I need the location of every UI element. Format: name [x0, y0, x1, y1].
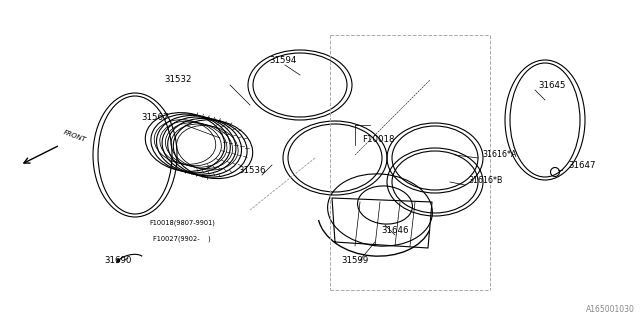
Text: 31599: 31599: [341, 256, 369, 265]
Text: FRONT: FRONT: [62, 129, 86, 143]
Text: 31646: 31646: [381, 226, 409, 235]
Text: F10027(9902-    ): F10027(9902- ): [153, 235, 211, 242]
Text: 31690: 31690: [104, 256, 132, 265]
Text: 31567: 31567: [141, 113, 169, 122]
Text: F10018(9807-9901): F10018(9807-9901): [149, 220, 215, 227]
Text: 31532: 31532: [164, 75, 192, 84]
Text: 31594: 31594: [269, 56, 297, 65]
Text: 31645: 31645: [538, 81, 566, 90]
Text: A165001030: A165001030: [586, 305, 635, 314]
Text: 31536: 31536: [238, 166, 266, 175]
Text: 31616*B: 31616*B: [468, 176, 502, 185]
Text: F10018: F10018: [362, 135, 394, 144]
Text: 31647: 31647: [568, 161, 595, 170]
Text: 31616*A: 31616*A: [482, 150, 516, 159]
